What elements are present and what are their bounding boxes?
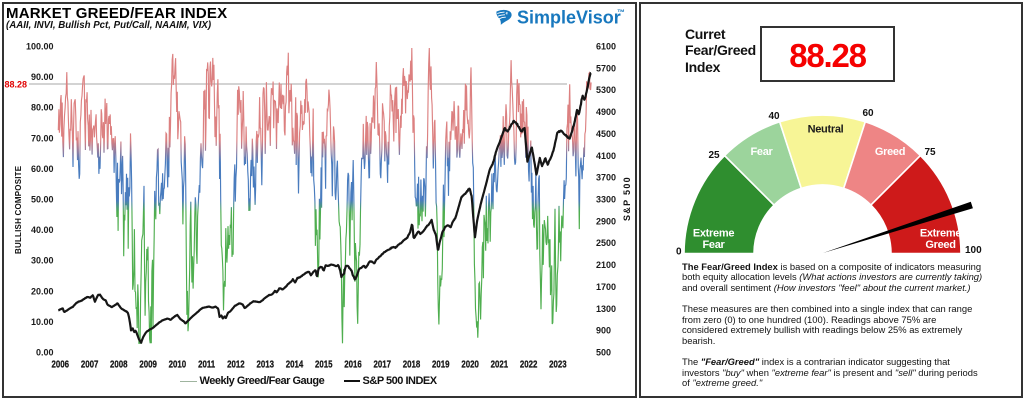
svg-text:40: 40 — [768, 111, 780, 122]
svg-text:100.00: 100.00 — [26, 42, 54, 52]
svg-text:Fear: Fear — [702, 239, 725, 251]
svg-text:4900: 4900 — [596, 107, 616, 117]
svg-text:900: 900 — [596, 326, 611, 336]
svg-text:2023: 2023 — [549, 358, 567, 369]
svg-text:1700: 1700 — [596, 282, 616, 292]
svg-text:2008: 2008 — [110, 358, 128, 369]
svg-text:60: 60 — [862, 108, 874, 119]
svg-text:20.00: 20.00 — [31, 286, 54, 296]
svg-text:2900: 2900 — [596, 216, 616, 226]
svg-text:Greed: Greed — [925, 239, 955, 251]
svg-text:80.00: 80.00 — [31, 103, 54, 113]
svg-text:2022: 2022 — [520, 358, 538, 369]
svg-text:2006: 2006 — [52, 358, 70, 369]
svg-text:2014: 2014 — [286, 358, 304, 369]
svg-text:0: 0 — [676, 247, 682, 258]
svg-text:Greed: Greed — [875, 146, 905, 158]
svg-text:3300: 3300 — [596, 195, 616, 205]
svg-text:Extreme: Extreme — [920, 228, 961, 240]
svg-text:2016: 2016 — [344, 358, 362, 369]
svg-text:3700: 3700 — [596, 173, 616, 183]
svg-text:Neutral: Neutral — [808, 124, 844, 136]
svg-text:Extreme: Extreme — [693, 228, 734, 240]
svg-text:™: ™ — [617, 8, 625, 17]
svg-text:2021: 2021 — [491, 358, 509, 369]
svg-text:2007: 2007 — [81, 358, 99, 369]
svg-text:2020: 2020 — [461, 358, 479, 369]
svg-text:2009: 2009 — [139, 358, 157, 369]
svg-text:2100: 2100 — [596, 260, 616, 270]
svg-text:2018: 2018 — [403, 358, 421, 369]
svg-text:25: 25 — [708, 150, 720, 161]
svg-text:75: 75 — [924, 147, 936, 158]
svg-text:60.00: 60.00 — [31, 164, 54, 174]
svg-text:2017: 2017 — [374, 358, 392, 369]
svg-text:Fear: Fear — [750, 146, 773, 158]
svg-text:10.00: 10.00 — [31, 317, 54, 327]
svg-text:500: 500 — [596, 348, 611, 358]
svg-text:40.00: 40.00 — [31, 225, 54, 235]
svg-text:100: 100 — [965, 245, 982, 256]
svg-text:4500: 4500 — [596, 129, 616, 139]
svg-text:SimpleVisor: SimpleVisor — [517, 8, 621, 28]
svg-text:2015: 2015 — [315, 358, 333, 369]
svg-text:2500: 2500 — [596, 238, 616, 248]
svg-text:88.28: 88.28 — [4, 80, 27, 90]
svg-text:5300: 5300 — [596, 85, 616, 95]
svg-text:70.00: 70.00 — [31, 133, 54, 143]
svg-text:2011: 2011 — [198, 358, 215, 369]
svg-text:2010: 2010 — [169, 358, 187, 369]
svg-text:6100: 6100 — [596, 42, 616, 52]
svg-text:30.00: 30.00 — [31, 256, 54, 266]
svg-text:5700: 5700 — [596, 63, 616, 73]
svg-text:50.00: 50.00 — [31, 195, 54, 205]
svg-text:2012: 2012 — [227, 358, 245, 369]
svg-text:4100: 4100 — [596, 151, 616, 161]
svg-text:0.00: 0.00 — [36, 348, 54, 358]
svg-text:90.00: 90.00 — [31, 72, 54, 82]
svg-text:2019: 2019 — [432, 358, 450, 369]
svg-text:2013: 2013 — [256, 358, 274, 369]
svg-text:1300: 1300 — [596, 304, 616, 314]
